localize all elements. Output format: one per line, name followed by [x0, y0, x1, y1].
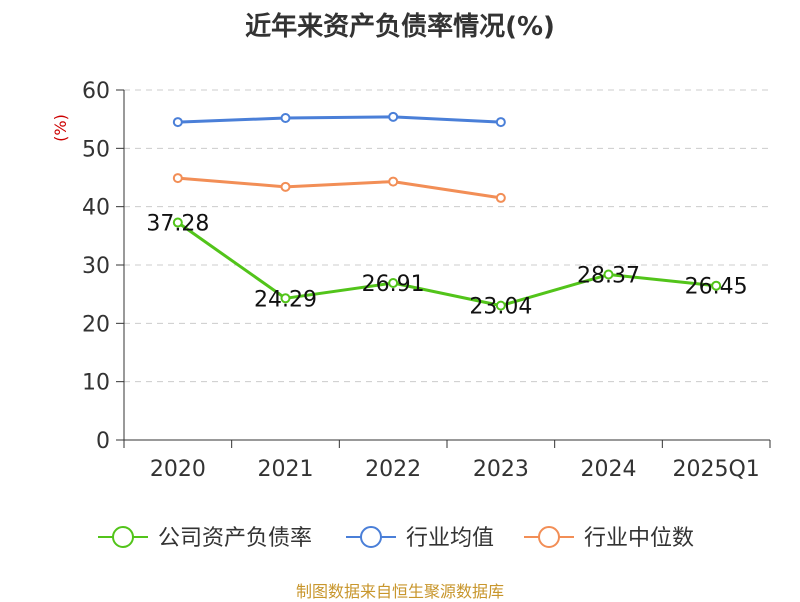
data-label: 23.04 [469, 295, 532, 320]
data-point[interactable] [495, 117, 506, 128]
x-tick-label: 2024 [581, 457, 637, 482]
data-label: 26.91 [362, 272, 425, 297]
source-note: 制图数据来自恒生聚源数据库 [295, 582, 504, 601]
legend[interactable]: 公司资产负债率 行业均值 行业中位数 [98, 526, 694, 551]
y-tick-label: 60 [82, 79, 110, 104]
data-label: 26.45 [685, 275, 748, 300]
tick-labels: 0 10 20 30 40 50 60 2020 2021 2022 2023 2024 2025Q1 [82, 79, 760, 482]
data-point[interactable] [280, 293, 291, 304]
series-lines [172, 111, 722, 311]
legend-marker[interactable] [538, 526, 560, 548]
series-line [177, 115, 501, 124]
legend-label[interactable]: 公司资产负债率 [158, 526, 312, 551]
y-axis-label-group: (%) [51, 114, 70, 142]
data-point[interactable] [280, 113, 291, 123]
y-tick-label: 30 [82, 254, 110, 279]
x-tick-label: 2020 [150, 457, 206, 482]
series-line [177, 176, 502, 200]
x-tick-label: 2023 [473, 457, 529, 482]
data-labels: 37.28 24.29 26.91 23.04 28.37 26.45 [146, 212, 747, 320]
y-tick-label: 40 [82, 196, 110, 221]
data-point[interactable] [388, 111, 399, 122]
axes [116, 89, 771, 448]
data-point[interactable] [495, 300, 506, 311]
legend-marker[interactable] [360, 526, 382, 548]
data-point[interactable] [280, 181, 291, 192]
data-point[interactable] [172, 117, 183, 128]
data-point[interactable] [388, 278, 399, 289]
data-point[interactable] [172, 217, 183, 228]
y-tick-label: 50 [82, 137, 110, 162]
data-point[interactable] [711, 280, 722, 291]
data-point[interactable] [172, 173, 183, 184]
data-label: 24.29 [254, 287, 317, 312]
legend-label[interactable]: 行业中位数 [584, 526, 694, 551]
data-point[interactable] [603, 269, 614, 280]
data-label: 28.37 [577, 264, 640, 289]
data-point[interactable] [388, 176, 399, 187]
y-axis-label: (%) [51, 114, 70, 142]
series-line [176, 221, 717, 308]
x-tick-label: 2025Q1 [673, 457, 760, 482]
legend-marker[interactable] [112, 526, 134, 548]
data-point[interactable] [495, 192, 506, 203]
y-tick-label: 20 [82, 312, 110, 337]
x-tick-label: 2021 [258, 457, 314, 482]
x-tick-label: 2022 [365, 457, 421, 482]
data-label: 37.28 [146, 212, 209, 237]
y-tick-label: 0 [96, 429, 110, 454]
chart-title: 近年来资产负债率情况(%) [245, 12, 555, 42]
y-tick-label: 10 [82, 371, 110, 396]
legend-label[interactable]: 行业均值 [406, 526, 494, 551]
grid-lines [124, 89, 770, 383]
